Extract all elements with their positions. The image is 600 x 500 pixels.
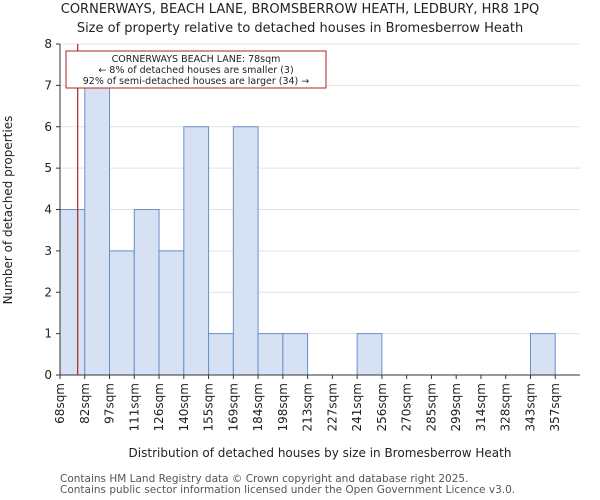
footer-copyright: Contains HM Land Registry data © Crown c…	[60, 473, 469, 485]
bar	[208, 333, 234, 376]
x-tick-label: 126sqm	[152, 383, 166, 431]
x-tick-label: 256sqm	[375, 383, 389, 431]
x-axis-label: Distribution of detached houses by size …	[129, 446, 512, 460]
annotation-box	[65, 50, 327, 89]
y-tick-label: 2	[44, 285, 52, 299]
y-tick-label: 4	[44, 203, 52, 217]
x-tick-label: 169sqm	[226, 383, 240, 431]
bar	[257, 333, 284, 376]
y-tick-label: 7	[44, 78, 52, 92]
x-tick-label: 227sqm	[325, 383, 339, 431]
bar	[232, 126, 259, 376]
x-tick-label: 82sqm	[78, 383, 92, 424]
bar	[158, 250, 185, 376]
x-tick-label: 213sqm	[301, 383, 315, 431]
x-tick-label: 111sqm	[127, 383, 141, 431]
x-tick-label: 140sqm	[177, 383, 191, 431]
bars	[59, 84, 556, 376]
x-tick-label: 285sqm	[424, 383, 438, 431]
x-tick-label: 241sqm	[350, 383, 364, 431]
bar	[356, 333, 383, 376]
annotation-line: 92% of semi-detached houses are larger (…	[83, 76, 310, 87]
y-tick-label: 0	[44, 368, 52, 382]
bar	[183, 126, 210, 376]
x-tick-label: 184sqm	[251, 383, 265, 431]
x-tick-label: 97sqm	[103, 383, 117, 424]
x-tick-label: 357sqm	[548, 383, 562, 431]
y-tick-label: 3	[44, 244, 52, 258]
y-axis-label: Number of detached properties	[1, 116, 15, 305]
x-tick-label: 68sqm	[53, 383, 67, 424]
x-tick-label: 343sqm	[523, 383, 537, 431]
chart-title: CORNERWAYS, BEACH LANE, BROMSBERROW HEAT…	[60, 2, 540, 17]
annotation-line: ← 8% of detached houses are smaller (3)	[98, 65, 293, 76]
bar	[109, 250, 135, 376]
x-tick-label: 270sqm	[400, 383, 414, 431]
y-tick-label: 8	[44, 37, 52, 51]
y-tick-label: 6	[44, 120, 52, 134]
bar	[282, 333, 309, 376]
x-tick-label: 198sqm	[276, 383, 290, 431]
chart-subtitle: Size of property relative to detached ho…	[76, 21, 524, 36]
x-tick-label: 314sqm	[474, 383, 488, 431]
x-tick-label: 155sqm	[202, 383, 216, 431]
footer-licence: Contains public sector information licen…	[60, 484, 516, 496]
annotation-line: CORNERWAYS BEACH LANE: 78sqm	[112, 54, 281, 65]
bar	[59, 209, 86, 376]
x-tick-label: 299sqm	[449, 383, 463, 431]
y-tick-labels: 0 1 2 3 4 5 6 7 8	[44, 37, 52, 382]
bar	[529, 333, 556, 376]
axes	[56, 43, 580, 379]
y-tick-label: 5	[44, 161, 52, 175]
x-tick-label: 328sqm	[499, 383, 513, 431]
y-tick-label: 1	[44, 327, 52, 341]
x-tick-labels: 68sqm 82sqm 97sqm 111sqm 126sqm 140sqm 155sqm 1…	[53, 383, 562, 431]
bar	[133, 209, 160, 376]
property-marker: CORNERWAYS BEACH LANE: 78sqm← 8% of deta…	[65, 44, 327, 375]
bar	[84, 84, 111, 376]
